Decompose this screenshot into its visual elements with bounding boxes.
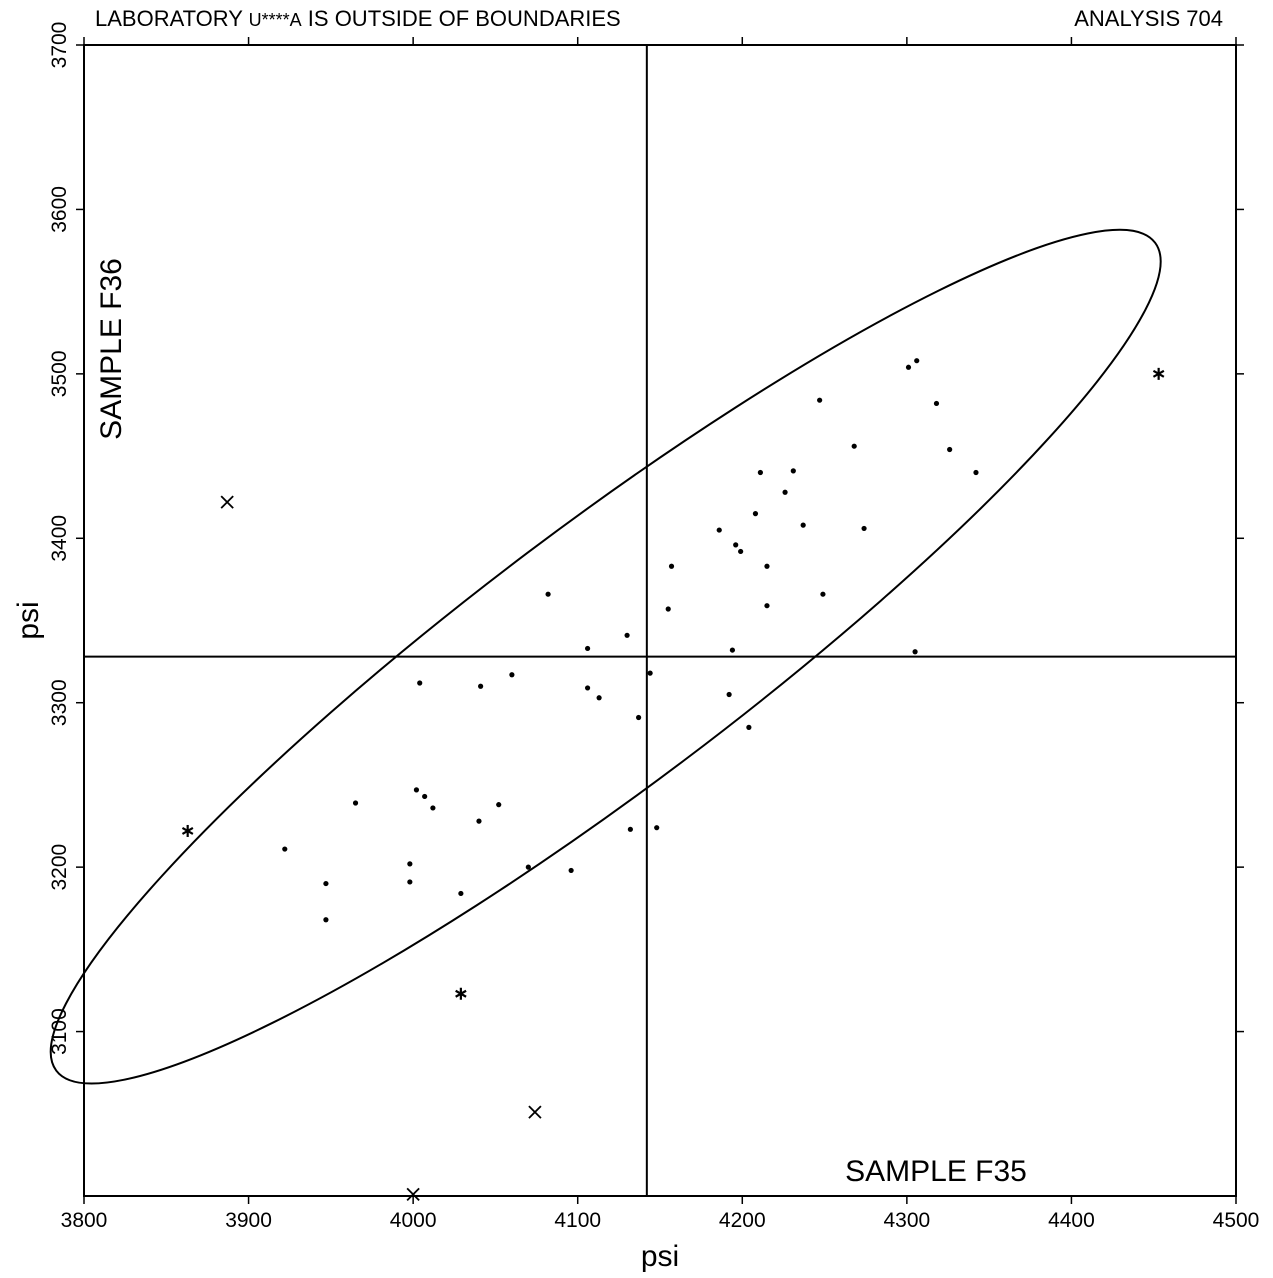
data-point [417, 680, 423, 686]
tick-labels: 3800 3900 4000 4100 4200 4300 4400 4500 3100 3200… [48, 22, 1259, 1232]
data-point [947, 446, 953, 453]
data-point [654, 825, 660, 831]
data-point [905, 364, 912, 370]
data-point [746, 724, 752, 730]
y-tick-label: 3700 [48, 22, 71, 69]
y-tick-label: 3400 [48, 515, 71, 562]
y-axis-title: psi [12, 601, 45, 639]
data-point [933, 400, 940, 407]
data-point [716, 527, 722, 533]
x-axis-title: psi [641, 1240, 679, 1273]
data-point [914, 358, 920, 364]
x-tick-label: 4500 [1213, 1209, 1260, 1232]
data-point [545, 591, 551, 597]
data-point [790, 468, 796, 474]
asterisk-point [181, 824, 194, 837]
y-tick-label: 3100 [48, 1008, 71, 1055]
data-point [752, 511, 759, 517]
data-point [738, 548, 744, 555]
data-points [181, 358, 1165, 1201]
laboratory-id: U****A [248, 10, 302, 30]
header-suffix: IS OUTSIDE OF BOUNDARIES [301, 6, 621, 31]
data-point [422, 793, 428, 800]
data-point [584, 685, 591, 691]
data-point [509, 672, 515, 678]
data-point [851, 443, 857, 449]
data-point [729, 647, 736, 653]
plot-frame [83, 44, 1237, 1197]
data-point [820, 591, 826, 597]
median-lines [84, 45, 1236, 1196]
x-tick-label: 4400 [1048, 1209, 1095, 1232]
x-tick-label: 4200 [719, 1209, 766, 1232]
cross-point [528, 1105, 542, 1119]
data-point [352, 800, 359, 806]
y-tick-label: 3600 [48, 186, 71, 233]
data-point [665, 606, 671, 612]
data-point [407, 861, 413, 867]
cross-point [406, 1187, 420, 1201]
data-point [861, 525, 867, 532]
y-sample-label: SAMPLE F36 [95, 258, 128, 440]
data-point [973, 469, 979, 476]
data-point [568, 867, 574, 874]
data-point [430, 805, 436, 811]
x-sample-label: SAMPLE F35 [845, 1155, 1027, 1188]
data-point [458, 890, 464, 897]
analysis-number: ANALYSIS 704 [1074, 6, 1223, 31]
asterisk-point [455, 987, 467, 1000]
x-tick-label: 3900 [225, 1209, 272, 1232]
data-point [525, 864, 531, 870]
data-point [800, 522, 806, 528]
x-tick-label: 4100 [554, 1209, 601, 1232]
confidence-ellipse [49, 228, 1162, 1085]
x-tick-label: 3800 [61, 1209, 108, 1232]
data-point [624, 632, 630, 638]
data-point [478, 683, 484, 689]
data-point [323, 880, 329, 887]
chart-header-left: LABORATORY U****A IS OUTSIDE OF BOUNDARI… [95, 6, 621, 32]
data-point [912, 649, 918, 655]
data-point [407, 879, 413, 885]
y-tick-label: 3200 [48, 844, 71, 891]
data-point [764, 563, 770, 569]
data-point [627, 826, 633, 832]
data-point [733, 542, 739, 548]
data-point [757, 469, 763, 476]
data-point [668, 563, 675, 569]
data-point [584, 645, 591, 652]
axis-ticks [76, 37, 1244, 1204]
data-point [476, 818, 482, 824]
data-point [636, 714, 642, 721]
data-point [496, 802, 502, 808]
data-point [647, 670, 653, 676]
asterisk-point [1152, 367, 1165, 380]
x-tick-label: 4300 [883, 1209, 930, 1232]
data-point [817, 397, 823, 403]
data-point [764, 603, 770, 609]
header-prefix: LABORATORY [95, 6, 249, 31]
data-point [413, 787, 420, 793]
y-tick-label: 3500 [48, 350, 71, 397]
data-point [726, 691, 732, 698]
data-point [282, 846, 288, 852]
data-point [323, 917, 329, 923]
data-point [596, 695, 602, 701]
x-tick-label: 4000 [390, 1209, 437, 1232]
cross-point [220, 495, 234, 509]
ellipse-outline [49, 228, 1162, 1085]
data-point [782, 489, 788, 495]
y-tick-label: 3300 [48, 679, 71, 726]
